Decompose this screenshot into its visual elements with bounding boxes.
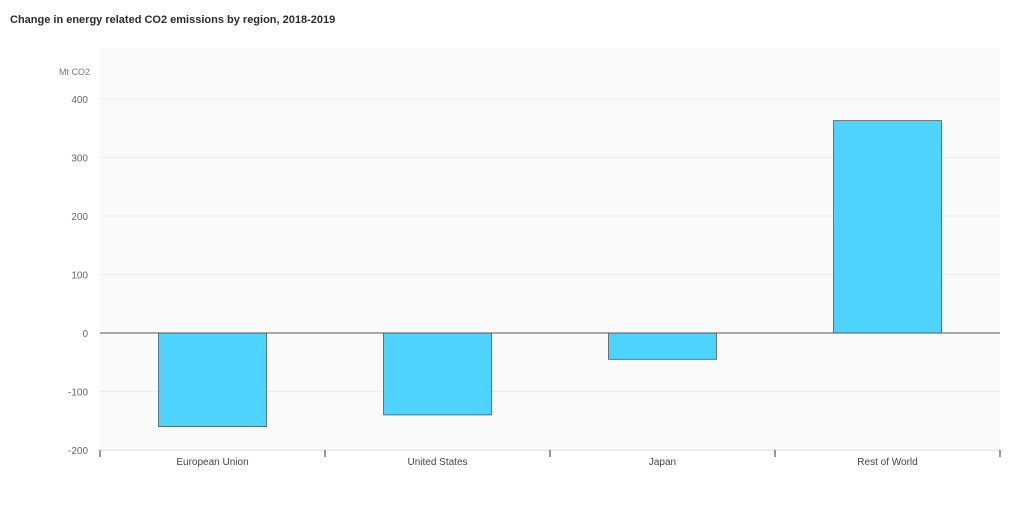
bar-rest-of-world	[833, 120, 942, 334]
y-tick-label: 200	[71, 212, 88, 223]
y-tick-label: 0	[82, 329, 88, 340]
x-category-label: Japan	[649, 457, 676, 468]
x-category-label: Rest of World	[857, 457, 917, 468]
bar-united-states	[383, 332, 492, 416]
bar-european-union	[158, 332, 267, 427]
x-axis: European Union United States Japan Rest of …	[99, 449, 1001, 468]
y-tick-label: 100	[71, 271, 88, 282]
x-category-label: United States	[407, 457, 467, 468]
bars	[100, 120, 1000, 427]
y-axis-ticks: 400 300 200 100 0 -100 -200	[68, 95, 88, 457]
y-axis-unit-label: Mt CO2	[59, 67, 90, 77]
y-tick-label: -100	[68, 388, 88, 399]
x-category-label: European Union	[176, 457, 248, 468]
bar-japan	[608, 332, 717, 360]
y-tick-label: 300	[71, 154, 88, 165]
y-tick-label: -200	[68, 446, 88, 457]
chart-title: Change in energy related CO2 emissions b…	[10, 14, 336, 26]
y-tick-label: 400	[71, 95, 88, 106]
